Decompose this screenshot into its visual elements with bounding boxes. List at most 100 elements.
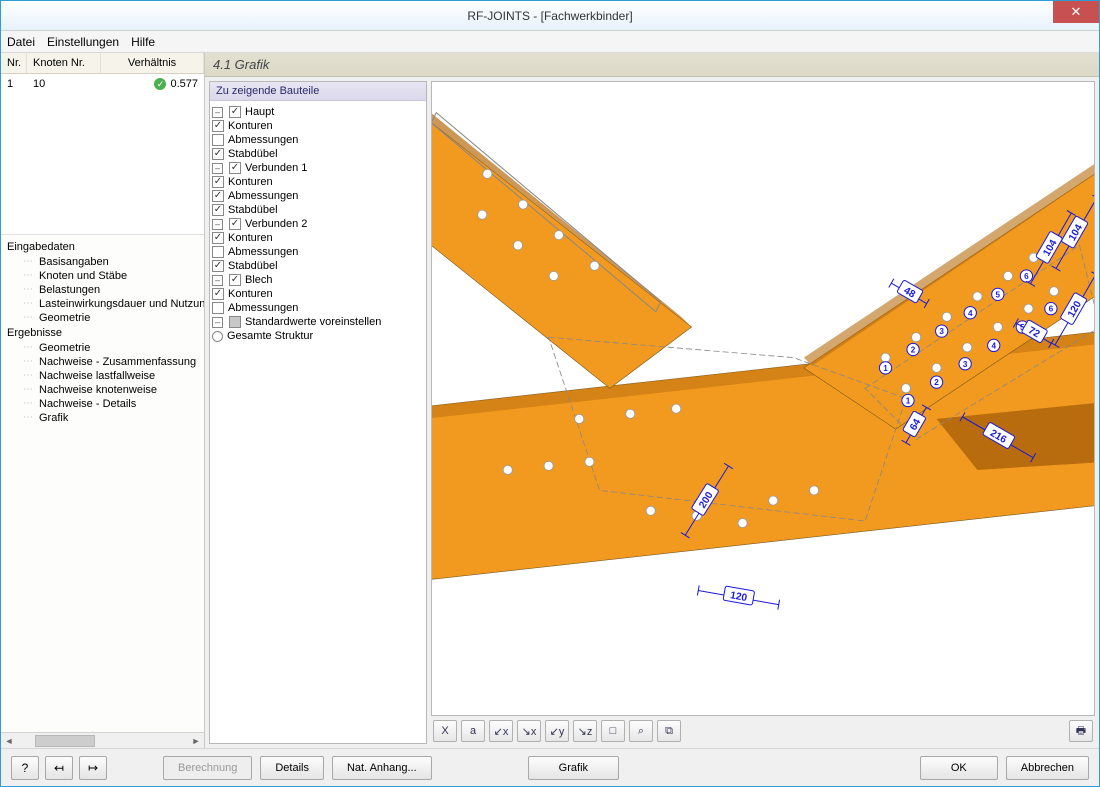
details-button[interactable]: Details [260,756,324,780]
tree-label: Konturen [228,232,273,244]
tree-node[interactable]: Gesamte Struktur [212,329,424,343]
view-button-3[interactable]: ↘x [517,720,541,742]
nav-item[interactable]: Nachweise lastfallweise [5,369,204,383]
nat-anhang-button[interactable]: Nat. Anhang... [332,756,432,780]
tree-node[interactable]: Konturen [212,287,424,301]
grafik-button[interactable]: Grafik [528,756,619,780]
checkbox[interactable] [229,316,241,328]
tree-node[interactable]: Abmessungen [212,133,424,147]
tree-node[interactable]: Stabdübel [212,203,424,217]
tree-label: Verbunden 1 [245,162,307,174]
titlebar: RF-JOINTS - [Fachwerkbinder] ✕ [1,1,1099,31]
view-button-1[interactable]: a [461,720,485,742]
menu-help[interactable]: Hilfe [131,35,155,49]
view-button-5[interactable]: ↘z [573,720,597,742]
nav-item[interactable]: Basisangaben [5,255,204,269]
expand-icon[interactable]: – [212,107,223,118]
view-button-0[interactable]: X [433,720,457,742]
view-button-4[interactable]: ↙y [545,720,569,742]
checkbox[interactable] [212,134,224,146]
checkbox[interactable] [229,162,241,174]
checkbox[interactable] [212,120,224,132]
expand-icon[interactable]: – [212,317,223,328]
app-window: RF-JOINTS - [Fachwerkbinder] ✕ Datei Ein… [0,0,1100,787]
close-button[interactable]: ✕ [1053,1,1099,23]
check-ok-icon: ✓ [154,78,166,90]
tree-node[interactable]: –Blech [212,273,424,287]
checkbox[interactable] [212,232,224,244]
checkbox[interactable] [229,218,241,230]
nav-results-header: Ergebnisse [5,325,204,341]
help-button[interactable]: ? [11,756,39,780]
nav-item[interactable]: Geometrie [5,341,204,355]
tree-node[interactable]: – Standardwerte voreinstellen [212,315,424,329]
nav-item[interactable]: Nachweise knotenweise [5,383,204,397]
tree-node[interactable]: Stabdübel [212,147,424,161]
tree-node[interactable]: Abmessungen [212,189,424,203]
nav-item[interactable]: Belastungen [5,283,204,297]
checkbox[interactable] [212,246,224,258]
expand-icon[interactable]: – [212,219,223,230]
tree-node[interactable]: Abmessungen [212,301,424,315]
nav-input-items: BasisangabenKnoten und StäbeBelastungenL… [5,255,204,325]
view-button-2[interactable]: ↙x [489,720,513,742]
tree-node[interactable]: Konturen [212,175,424,189]
view-button-7[interactable]: ⌕ [629,720,653,742]
calc-button[interactable]: Berechnung [163,756,252,780]
radio-icon[interactable] [212,331,223,342]
checkbox[interactable] [212,148,224,160]
tree-node[interactable]: Konturen [212,119,424,133]
expand-icon[interactable]: – [212,275,223,286]
cell-knoten: 10 [27,76,101,92]
checkbox[interactable] [212,260,224,272]
nav-item[interactable]: Lasteinwirkungsdauer und Nutzungsklasse [5,297,204,311]
menu-settings[interactable]: Einstellungen [47,35,119,49]
viewport-wrap: 123456123456200120644821672120104104 Xa↙… [431,81,1095,744]
tree-label: Abmessungen [228,246,298,258]
cancel-button[interactable]: Abbrechen [1006,756,1089,780]
prev-button[interactable]: ↤ [45,756,73,780]
footer: ? ↤ ↦ Berechnung Details Nat. Anhang... … [1,748,1099,786]
menu-file[interactable]: Datei [7,35,35,49]
3d-viewport[interactable]: 123456123456200120644821672120104104 [431,81,1095,716]
cell-nr: 1 [1,76,27,92]
tree-label: Stabdübel [228,148,278,160]
nav-item[interactable]: Geometrie [5,311,204,325]
view-button-8[interactable]: ⧉ [657,720,681,742]
tree-node[interactable]: Abmessungen [212,245,424,259]
horizontal-scrollbar[interactable]: ◄ ► [1,732,204,748]
scroll-left-icon[interactable]: ◄ [1,733,17,749]
checkbox[interactable] [212,204,224,216]
nav-item[interactable]: Knoten und Stäbe [5,269,204,283]
checkbox[interactable] [229,274,241,286]
tree-node[interactable]: Konturen [212,231,424,245]
nav-item[interactable]: Grafik [5,411,204,425]
nav-item[interactable]: Nachweise - Zusammenfassung [5,355,204,369]
col-nr-header[interactable]: Nr. [1,53,27,73]
nav-item[interactable]: Nachweise - Details [5,397,204,411]
col-knoten-header[interactable]: Knoten Nr. [27,53,101,73]
checkbox[interactable] [229,106,241,118]
tree-label: Standardwerte voreinstellen [245,316,381,328]
tree-node[interactable]: –Verbunden 2 [212,217,424,231]
checkbox[interactable] [212,302,224,314]
view-button-6[interactable]: □ [601,720,625,742]
tree-node[interactable]: – Verbunden 1 [212,161,424,175]
checkbox[interactable] [212,190,224,202]
print-button[interactable]: 🖶 [1069,720,1093,742]
ok-button[interactable]: OK [920,756,998,780]
tree-node[interactable]: Stabdübel [212,259,424,273]
tree-label: Konturen [228,120,273,132]
scroll-right-icon[interactable]: ► [188,733,204,749]
section-body: Zu zeigende Bauteile –HauptKonturenAbmes… [205,77,1099,748]
checkbox[interactable] [212,176,224,188]
tree-node[interactable]: –Haupt [212,105,424,119]
col-verh-header[interactable]: Verhältnis [101,53,204,73]
checkbox[interactable] [212,288,224,300]
grid-empty-area [1,94,204,234]
expand-icon[interactable]: – [212,163,223,174]
scroll-thumb[interactable] [35,735,95,747]
svg-text:2: 2 [911,346,916,355]
next-button[interactable]: ↦ [79,756,107,780]
table-row[interactable]: 1 10 ✓ 0.577 [1,74,204,94]
